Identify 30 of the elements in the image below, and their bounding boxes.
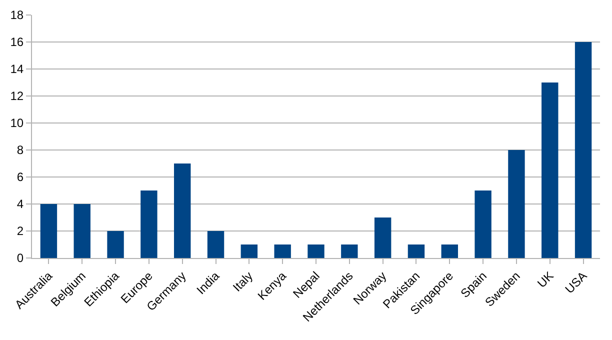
bar xyxy=(341,244,358,258)
y-tick-label: 4 xyxy=(16,197,24,212)
bar xyxy=(207,231,224,258)
x-tick-label: Italy xyxy=(230,268,256,294)
y-tick-label: 6 xyxy=(16,170,24,184)
bar xyxy=(174,164,191,258)
y-tick-label: 10 xyxy=(10,116,24,130)
bar xyxy=(542,82,558,258)
y-tick-label: 2 xyxy=(16,224,24,238)
y-tick-label: 8 xyxy=(16,143,24,158)
bar xyxy=(374,218,392,258)
y-tick-label: 14 xyxy=(10,62,24,76)
y-tick-label: 0 xyxy=(16,251,24,266)
bar xyxy=(441,244,458,258)
bar xyxy=(140,190,158,258)
y-tick-label: 16 xyxy=(10,35,24,50)
bar xyxy=(474,190,492,258)
y-tick-label: 18 xyxy=(10,8,24,22)
bar xyxy=(274,244,291,258)
bar xyxy=(408,244,425,258)
bar xyxy=(74,204,90,258)
bar xyxy=(508,150,525,258)
bar xyxy=(107,231,124,258)
x-tick-label: USA xyxy=(562,268,590,296)
bar xyxy=(308,244,324,258)
bar xyxy=(40,204,58,258)
x-tick-label: UK xyxy=(534,268,556,291)
bar xyxy=(240,244,258,258)
bar xyxy=(574,42,592,258)
y-tick-label: 12 xyxy=(10,89,24,104)
